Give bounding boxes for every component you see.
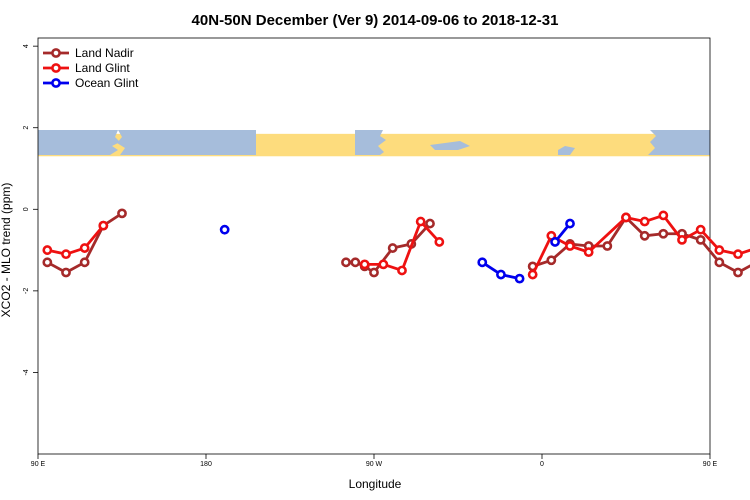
data-point-land-nadir [639,230,650,241]
y-axis: 4 2 0 -2 -4 [23,44,38,376]
map-ocean [38,130,120,155]
x-tick-label: 90 E [703,461,718,468]
data-point-land-glint [527,269,538,280]
legend-marker [51,78,61,88]
data-point-land-nadir [350,257,361,268]
x-axis-title: Longitude [349,477,402,491]
y-tick-label: 2 [23,126,30,130]
x-tick-label: 90 E [31,461,46,468]
data-point-land-glint [378,259,389,270]
data-point-land-glint [359,259,370,270]
world-map-strip [38,130,710,157]
chart-title: 40N-50N December (Ver 9) 2014-09-06 to 2… [192,12,559,29]
data-point-land-glint [583,247,594,258]
legend-label: Land Glint [75,61,130,75]
data-point-land-glint [714,245,725,255]
legend-label: Land Nadir [75,46,134,60]
data-point-land-nadir [733,267,743,278]
data-point-land-glint [733,249,743,260]
legend-item-land-nadir: Land Nadir [43,46,134,60]
map-ocean [117,130,256,155]
map-ocean [430,141,470,150]
data-point-land-nadir [602,241,613,251]
data-point-ocean-glint [550,237,560,247]
series-line-land-glint [47,224,105,256]
data-point-land-glint [621,212,631,223]
legend-marker [51,63,61,73]
data-point-land-glint [79,243,90,253]
data-point-land-nadir [425,218,435,229]
data-point-land-nadir [117,208,127,219]
data-point-ocean-glint [477,257,488,268]
legend-item-ocean-glint: Ocean Glint [43,76,139,90]
data-point-ocean-glint [514,273,525,284]
data-point-land-glint [42,245,53,255]
data-point-land-nadir [546,255,557,266]
data-point-land-glint [677,234,687,245]
data-point-ocean-glint [219,224,230,235]
x-tick-label: 0 [540,461,544,468]
x-axis: 90 E 180 90 W 0 90 E [31,454,718,468]
data-point-land-glint [98,220,109,231]
x-tick-label: 90 W [366,461,383,468]
data-point-land-nadir [341,257,351,268]
data-point-land-glint [565,241,575,251]
map-ocean [355,130,386,155]
data-point-land-nadir [695,234,706,245]
data-point-land-nadir [387,243,398,253]
data-point-ocean-glint [496,269,506,280]
y-tick-label: -2 [23,288,30,294]
series-layer [42,208,750,284]
data-point-land-glint [415,216,426,227]
x-tick-label: 180 [200,461,212,468]
data-point-land-nadir [42,257,53,268]
y-axis-title: XCO2 - MLO trend (ppm) [0,183,13,318]
data-point-land-nadir [658,228,669,239]
series-ocean-glint [219,218,575,284]
data-point-land-glint [658,210,669,221]
data-point-land-nadir [369,267,379,278]
map-ocean [558,146,575,155]
data-point-land-glint [695,224,706,235]
legend-item-land-glint: Land Glint [43,61,130,75]
data-point-land-glint [639,216,650,227]
data-point-land-glint [434,237,445,247]
y-tick-label: -4 [23,369,30,375]
data-point-land-nadir [79,257,90,268]
map-ocean [648,130,710,155]
legend-marker [51,48,61,58]
data-point-land-glint [61,249,71,260]
y-tick-label: 4 [23,44,30,48]
series-land-glint [42,210,750,280]
legend-label: Ocean Glint [75,76,139,90]
data-point-land-nadir [714,257,725,268]
y-tick-label: 0 [23,207,30,211]
series-land-nadir [42,208,750,278]
data-point-ocean-glint [565,218,575,229]
data-point-land-glint [397,265,407,276]
data-point-land-nadir [61,267,71,278]
